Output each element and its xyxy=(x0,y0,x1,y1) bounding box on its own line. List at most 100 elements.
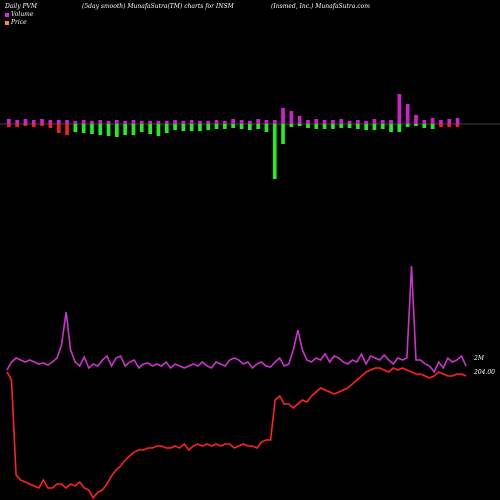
legend-volume-swatch xyxy=(5,12,9,17)
price-line xyxy=(6,367,467,500)
volume-bar xyxy=(189,124,194,131)
volume-axis-label: 2M xyxy=(473,355,485,362)
volume-bar xyxy=(23,119,28,124)
volume-bar xyxy=(297,116,302,124)
volume-bar xyxy=(214,120,219,124)
volume-bar xyxy=(173,120,177,124)
volume-bar xyxy=(198,124,202,131)
volume-bar xyxy=(306,120,310,124)
volume-bar xyxy=(264,120,269,124)
volume-bar xyxy=(372,119,377,124)
volume-bar xyxy=(123,121,127,124)
volume-bar xyxy=(106,124,111,136)
volume-bar xyxy=(173,124,177,130)
volume-bar xyxy=(397,124,402,132)
volume-bar xyxy=(106,121,111,124)
volume-bar xyxy=(281,108,285,124)
volume-bar xyxy=(272,124,277,179)
volume-bar xyxy=(248,124,252,130)
volume-bar xyxy=(98,124,103,135)
volume-bar xyxy=(156,121,161,124)
volume-bar xyxy=(322,124,327,129)
volume-bars xyxy=(7,94,460,179)
volume-bar xyxy=(223,121,227,124)
volume-bar xyxy=(131,124,136,135)
volume-bar xyxy=(181,121,186,124)
chart-source: (Insmed, Inc.) MunafaSutra.com xyxy=(271,3,370,10)
legend-price-swatch xyxy=(5,20,9,25)
volume-bar xyxy=(131,120,136,124)
volume-bar xyxy=(347,121,352,124)
volume-bar xyxy=(356,120,360,124)
volume-bar xyxy=(90,121,94,124)
volume-bar xyxy=(65,120,69,124)
volume-bar xyxy=(31,124,36,127)
price-axis-label: 204.00 xyxy=(473,369,495,376)
volume-bar xyxy=(56,120,61,124)
volume-bar xyxy=(339,119,344,124)
volume-bar xyxy=(65,124,69,135)
volume-bar xyxy=(164,124,169,133)
volume-bar xyxy=(314,124,319,129)
volume-bar xyxy=(414,124,418,126)
volume-bar xyxy=(256,119,260,124)
volume-bar xyxy=(389,124,393,132)
volume-bar xyxy=(455,124,460,127)
volume-bar xyxy=(48,124,53,128)
volume-bar xyxy=(455,118,460,124)
volume-bar xyxy=(73,124,78,132)
volume-bar xyxy=(422,120,427,124)
volume-bar xyxy=(206,124,211,130)
volume-bar xyxy=(447,124,452,127)
volume-bar xyxy=(31,120,36,124)
volume-bar xyxy=(289,124,294,127)
volume-bar xyxy=(331,124,335,129)
volume-bar xyxy=(439,124,443,127)
volume-bar xyxy=(239,120,244,124)
volume-bar xyxy=(414,115,418,124)
volume-bar xyxy=(364,124,368,130)
volume-bar xyxy=(356,124,360,129)
volume-bar xyxy=(256,124,260,129)
volume-bar xyxy=(15,124,19,127)
volume-bar xyxy=(23,124,28,126)
volume-bar xyxy=(430,118,435,124)
volume-bar xyxy=(389,120,393,124)
volume-bar xyxy=(156,124,161,136)
volume-bar xyxy=(405,124,410,127)
volume-bar xyxy=(115,120,119,124)
volume-bar xyxy=(322,120,327,124)
volume-bar xyxy=(248,121,252,124)
volume-bar xyxy=(380,124,385,129)
legend-volume-label: Volume xyxy=(11,11,34,18)
volume-bar xyxy=(306,124,310,128)
volume-bar xyxy=(139,124,144,132)
volume-bar xyxy=(148,124,152,134)
volume-bar xyxy=(339,124,344,128)
volume-bar xyxy=(164,121,169,124)
volume-bar xyxy=(430,124,435,129)
legend-price-label: Price xyxy=(11,19,27,26)
volume-bar xyxy=(139,121,144,124)
volume-bar xyxy=(214,124,219,129)
volume-bar xyxy=(422,124,427,128)
volume-bar xyxy=(198,121,202,124)
legend-price: Price xyxy=(5,19,27,26)
volume-bar xyxy=(206,121,211,124)
volume-bar xyxy=(347,124,352,128)
volume-bar xyxy=(15,120,19,124)
volume-bar xyxy=(81,124,86,133)
volume-bar xyxy=(98,120,103,124)
volume-bar xyxy=(123,124,127,135)
volume-bar xyxy=(272,120,277,124)
volume-bar xyxy=(181,124,186,131)
volume-bar xyxy=(239,124,244,129)
volume-bar xyxy=(231,119,235,124)
volume-bar xyxy=(264,124,269,132)
volume-bar xyxy=(7,119,11,124)
chart-type-label: Daily PVM xyxy=(5,3,38,10)
volume-bar xyxy=(380,120,385,124)
volume-bar xyxy=(81,120,86,124)
volume-bar xyxy=(397,94,402,124)
volume-bar xyxy=(90,124,94,134)
